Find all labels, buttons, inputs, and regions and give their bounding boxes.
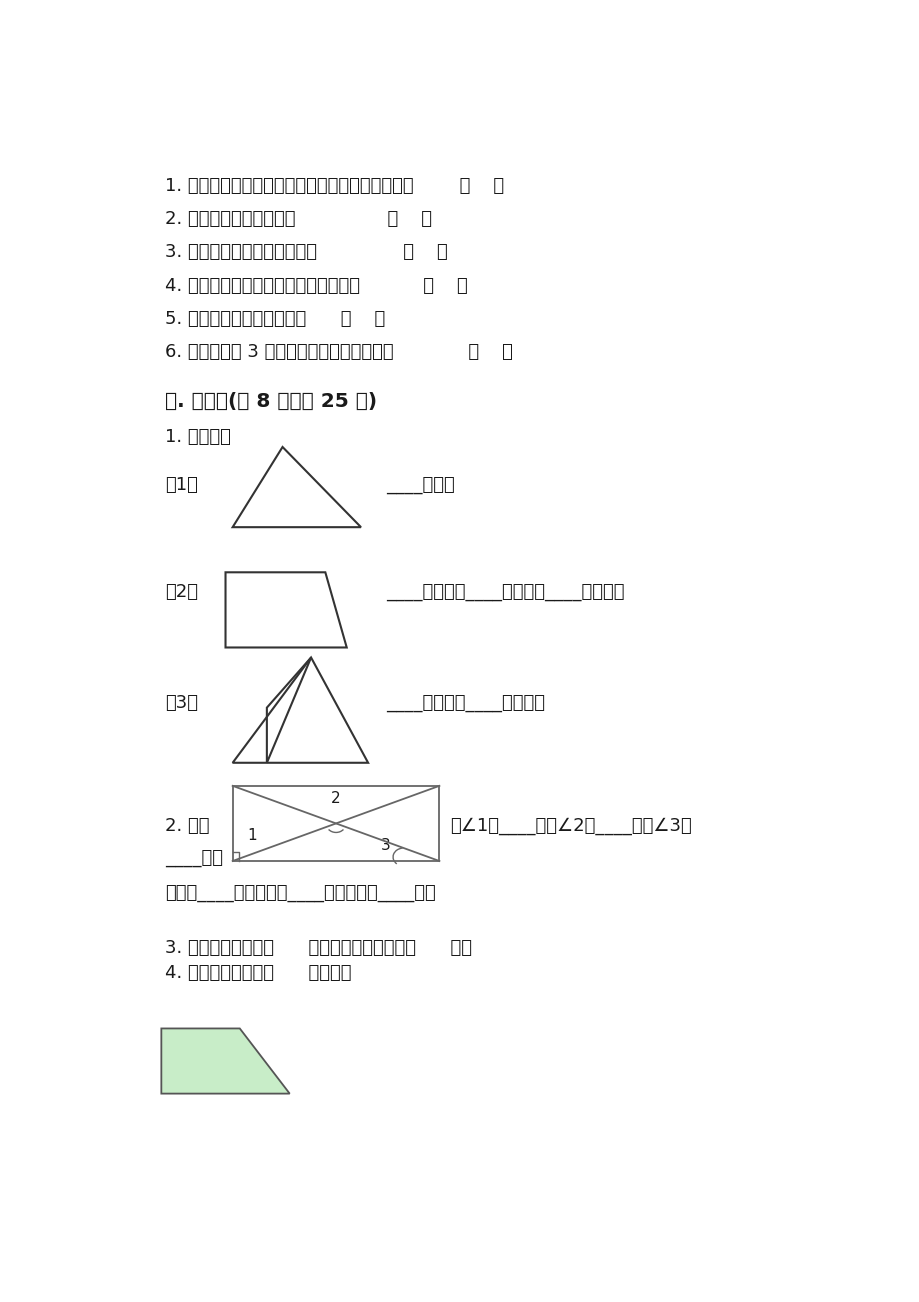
Text: 3. 任何一个钝角都比锐角大。               （    ）: 3. 任何一个钝角都比锐角大。 （ ）	[165, 243, 448, 262]
Text: 3: 3	[380, 838, 391, 853]
Text: 4. 正方形和长方形的四个角都是直角。           （    ）: 4. 正方形和长方形的四个角都是直角。 （ ）	[165, 276, 467, 294]
Text: ，∠1是____角，∠2是____角，∠3是: ，∠1是____角，∠2是____角，∠3是	[449, 816, 691, 835]
Text: ____角。: ____角。	[165, 849, 222, 867]
Text: ____个锐角，____个钝角。: ____个锐角，____个钝角。	[386, 694, 544, 712]
Text: （2）: （2）	[165, 583, 198, 602]
Text: 三. 填空题(共 8 题，共 25 分): 三. 填空题(共 8 题，共 25 分)	[165, 392, 377, 411]
Text: （3）: （3）	[165, 694, 198, 712]
Text: 锐角有____个，直角有____个，钝角有____个。: 锐角有____个，直角有____个，钝角有____个。	[165, 884, 436, 902]
Text: 6. 三角板上的 3 个角有锐角、直角和钝角。             （    ）: 6. 三角板上的 3 个角有锐角、直角和钝角。 （ ）	[165, 342, 512, 361]
Polygon shape	[161, 1029, 289, 1094]
Text: 4. 下面的图形里有（      ）个角。: 4. 下面的图形里有（ ）个角。	[165, 965, 351, 982]
Text: 3. 比直角小的角是（      ），比直角大的角是（      ）。: 3. 比直角小的角是（ ），比直角大的角是（ ）。	[165, 939, 471, 957]
Text: ____个直角，____个锐角，____个钝角。: ____个直角，____个锐角，____个钝角。	[386, 583, 624, 602]
Text: 1: 1	[247, 828, 257, 844]
Text: ____个锐角: ____个锐角	[386, 477, 454, 493]
Text: 5. 钝角的一半一定是锐角。      （    ）: 5. 钝角的一半一定是锐角。 （ ）	[165, 310, 385, 328]
Text: 2. 图中: 2. 图中	[165, 816, 210, 835]
Text: （1）: （1）	[165, 477, 198, 493]
Text: 1. 数一数。: 1. 数一数。	[165, 428, 231, 447]
Text: 1. 三角板上的直角和课桌面上的每一个角一样大。        （    ）: 1. 三角板上的直角和课桌面上的每一个角一样大。 （ ）	[165, 177, 504, 195]
Text: 2: 2	[331, 790, 340, 806]
Text: 2. 直角比所有的角都大。                （    ）: 2. 直角比所有的角都大。 （ ）	[165, 211, 431, 228]
